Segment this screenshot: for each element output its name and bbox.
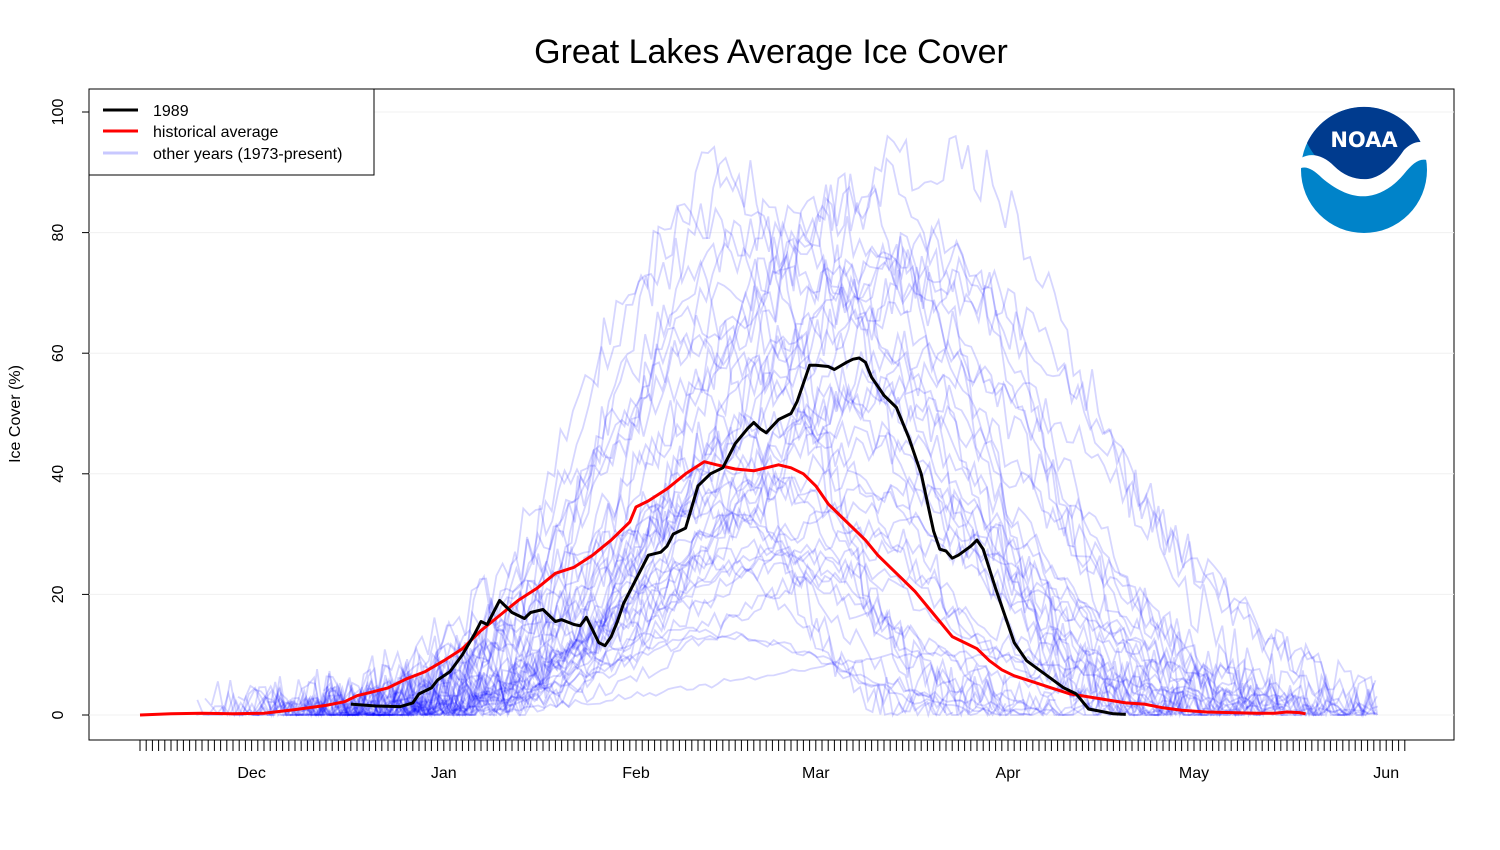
other-year-line bbox=[331, 554, 996, 717]
other-year-line bbox=[196, 380, 1377, 719]
chart-title: Great Lakes Average Ice Cover bbox=[534, 33, 1008, 71]
other-year-line bbox=[279, 431, 1329, 718]
y-tick-label: 20 bbox=[50, 585, 67, 603]
other-year-line bbox=[231, 452, 1056, 718]
other-year-line bbox=[303, 359, 1378, 718]
main-series bbox=[139, 356, 1306, 717]
other-year-line bbox=[333, 626, 1147, 717]
x-tick-label: Feb bbox=[622, 765, 650, 782]
legend: 1989 historical average other years (197… bbox=[88, 88, 375, 176]
y-tick-label: 80 bbox=[50, 224, 67, 242]
other-year-line bbox=[402, 494, 1142, 718]
other-year-line bbox=[362, 265, 1375, 718]
other-year-line bbox=[204, 197, 1087, 719]
other-year-line bbox=[304, 224, 1255, 719]
other-year-line bbox=[345, 475, 1369, 718]
other-year-line bbox=[302, 216, 1216, 719]
other-year-line bbox=[252, 236, 1253, 719]
other-year-line bbox=[196, 245, 1325, 718]
other-year-line bbox=[241, 515, 1378, 717]
other-year-line bbox=[337, 248, 1182, 717]
other-year-line bbox=[210, 134, 1379, 719]
other-year-line bbox=[352, 547, 1241, 717]
other-year-line bbox=[278, 407, 1377, 718]
x-tick-label: May bbox=[1179, 765, 1209, 782]
other-year-line bbox=[388, 382, 1166, 719]
other-years-lines bbox=[196, 134, 1379, 719]
x-axis: Dec Jan Feb Mar Apr May Jun bbox=[139, 740, 1406, 782]
legend-label-other-years: other years (1973-present) bbox=[153, 146, 342, 163]
other-year-line bbox=[233, 487, 1264, 717]
x-tick-label: Jan bbox=[431, 765, 457, 782]
other-year-line bbox=[323, 172, 1174, 717]
y-tick-label: 100 bbox=[50, 99, 67, 126]
other-year-line bbox=[305, 537, 1379, 717]
other-year-line bbox=[300, 633, 1058, 717]
y-tick-label: 40 bbox=[50, 465, 67, 483]
other-year-line bbox=[378, 157, 1192, 718]
other-year-line bbox=[299, 545, 1261, 717]
other-year-line bbox=[267, 259, 1192, 718]
x-tick-label: Mar bbox=[802, 765, 830, 782]
other-year-line bbox=[320, 330, 1352, 718]
y-axis: 0 20 40 60 80 100 bbox=[50, 99, 89, 719]
other-year-line bbox=[347, 145, 1007, 718]
other-year-line bbox=[342, 301, 1242, 719]
other-year-line bbox=[289, 649, 1376, 717]
series-line-1989 bbox=[350, 356, 1126, 716]
x-tick-label: Apr bbox=[996, 765, 1022, 782]
grid bbox=[89, 111, 1454, 716]
other-year-line bbox=[402, 156, 994, 718]
x-tick-label: Jun bbox=[1373, 765, 1399, 782]
other-year-line bbox=[400, 468, 1288, 718]
x-tick-label: Dec bbox=[237, 765, 265, 782]
y-axis-label: Ice Cover (%) bbox=[7, 365, 24, 463]
legend-label-1989: 1989 bbox=[153, 103, 189, 120]
other-year-line bbox=[268, 202, 1027, 719]
series-line-historical-average bbox=[139, 460, 1306, 717]
other-year-line bbox=[369, 204, 1376, 719]
noaa-logo: NOAA bbox=[1301, 106, 1427, 233]
other-year-line bbox=[384, 499, 1031, 717]
other-year-line bbox=[309, 360, 1377, 718]
legend-label-historical-average: historical average bbox=[153, 124, 279, 141]
other-year-line bbox=[315, 237, 944, 718]
other-year-line bbox=[256, 309, 1292, 718]
plot-frame bbox=[88, 88, 1455, 741]
other-year-line bbox=[237, 217, 1262, 718]
other-year-line bbox=[252, 266, 1377, 717]
y-tick-label: 0 bbox=[50, 710, 67, 719]
other-year-line bbox=[251, 374, 954, 719]
other-year-line bbox=[399, 511, 1163, 717]
y-tick-label: 60 bbox=[50, 344, 67, 362]
noaa-logo-text: NOAA bbox=[1330, 128, 1398, 152]
